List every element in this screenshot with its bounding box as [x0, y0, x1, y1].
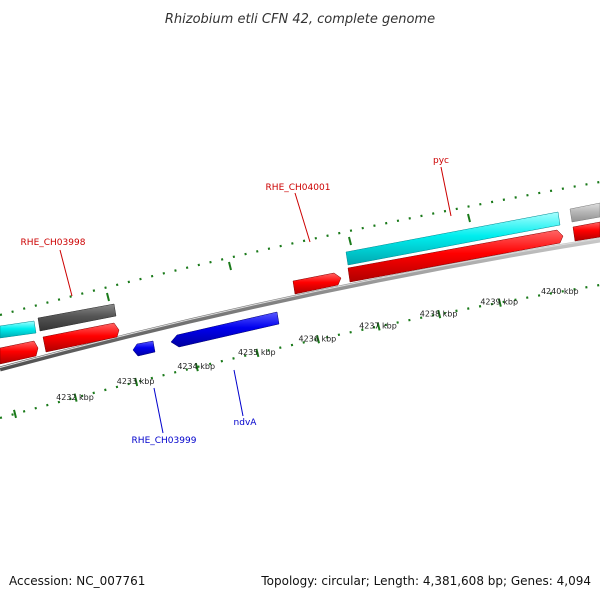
scale-tick-4239 — [437, 309, 442, 319]
scale-tick-4234 — [134, 377, 139, 387]
scale-tick-label-4238: 4238 kbp — [420, 309, 458, 318]
scale-tick-label-4234: 4234 kbp — [177, 362, 215, 371]
outer-scale-track — [0, 180, 600, 317]
outer-major-ticks — [106, 213, 471, 302]
scale-tick-label-4235: 4235 kbp — [238, 348, 276, 357]
genome-backbone — [0, 237, 600, 372]
gene-label-rhe-ch03999[interactable]: RHE_CH03999 — [132, 436, 197, 446]
map-title: Rhizobium etli CFN 42, complete genome — [165, 12, 435, 27]
genome-summary-text: Topology: circular; Length: 4,381,608 bp… — [260, 574, 591, 588]
gene-label-ndva[interactable]: ndvA — [234, 418, 258, 428]
scale-tick-4235 — [194, 362, 199, 372]
genome-backbone-highlight — [0, 238, 600, 368]
scale-tick-label-4239: 4239 kbp — [480, 298, 518, 307]
gene-label-rhe-ch04001[interactable]: RHE_CH04001 — [266, 183, 331, 193]
scale-tick-label-4233: 4233 kbp — [117, 377, 155, 386]
cds-rhe-ch03999[interactable] — [132, 340, 156, 357]
cds-rhe-ch04001[interactable] — [292, 272, 342, 295]
gene-label-rhe-ch03998[interactable]: RHE_CH03998 — [21, 238, 86, 248]
cds-rhe-ch03997[interactable] — [0, 340, 39, 365]
scale-tick-label-4240: 4240 kbp — [541, 287, 579, 296]
cds-next[interactable] — [572, 221, 600, 242]
scale-tick-4237 — [316, 335, 320, 344]
inner-scale-track — [0, 283, 600, 420]
accession-text: Accession: NC_007761 — [9, 574, 145, 588]
scale-tick-4233 — [73, 393, 78, 402]
red-leader-lines — [59, 166, 452, 297]
gene-feature-next[interactable] — [569, 202, 600, 223]
gene-feature-pyc[interactable] — [345, 211, 561, 266]
gene-label-pyc[interactable]: pyc — [433, 156, 449, 166]
blue-leader-lines — [153, 369, 244, 434]
scale-tick-4238 — [376, 322, 381, 331]
inner-major-ticks — [13, 298, 502, 419]
scale-tick-labels: 4232 kbp 4233 kbp 4234 kbp 4235 kbp 4236 kbp… — [56, 287, 579, 402]
scale-tick-label-4232: 4232 kbp — [56, 393, 94, 402]
cds-ndva[interactable] — [170, 311, 280, 348]
cds-rhe-ch03998[interactable] — [42, 322, 120, 353]
gene-feature-rhe-ch03997[interactable] — [0, 320, 37, 339]
scale-tick-label-4237: 4237 kbp — [359, 322, 397, 331]
gene-feature-rhe-ch03998[interactable] — [37, 303, 117, 332]
scale-tick-4232 — [13, 409, 17, 419]
cds-pyc[interactable] — [347, 229, 564, 283]
scale-tick-label-4236: 4236 kbp — [299, 334, 337, 343]
scale-tick-4236 — [255, 348, 260, 358]
scale-tick-4240 — [497, 298, 502, 307]
